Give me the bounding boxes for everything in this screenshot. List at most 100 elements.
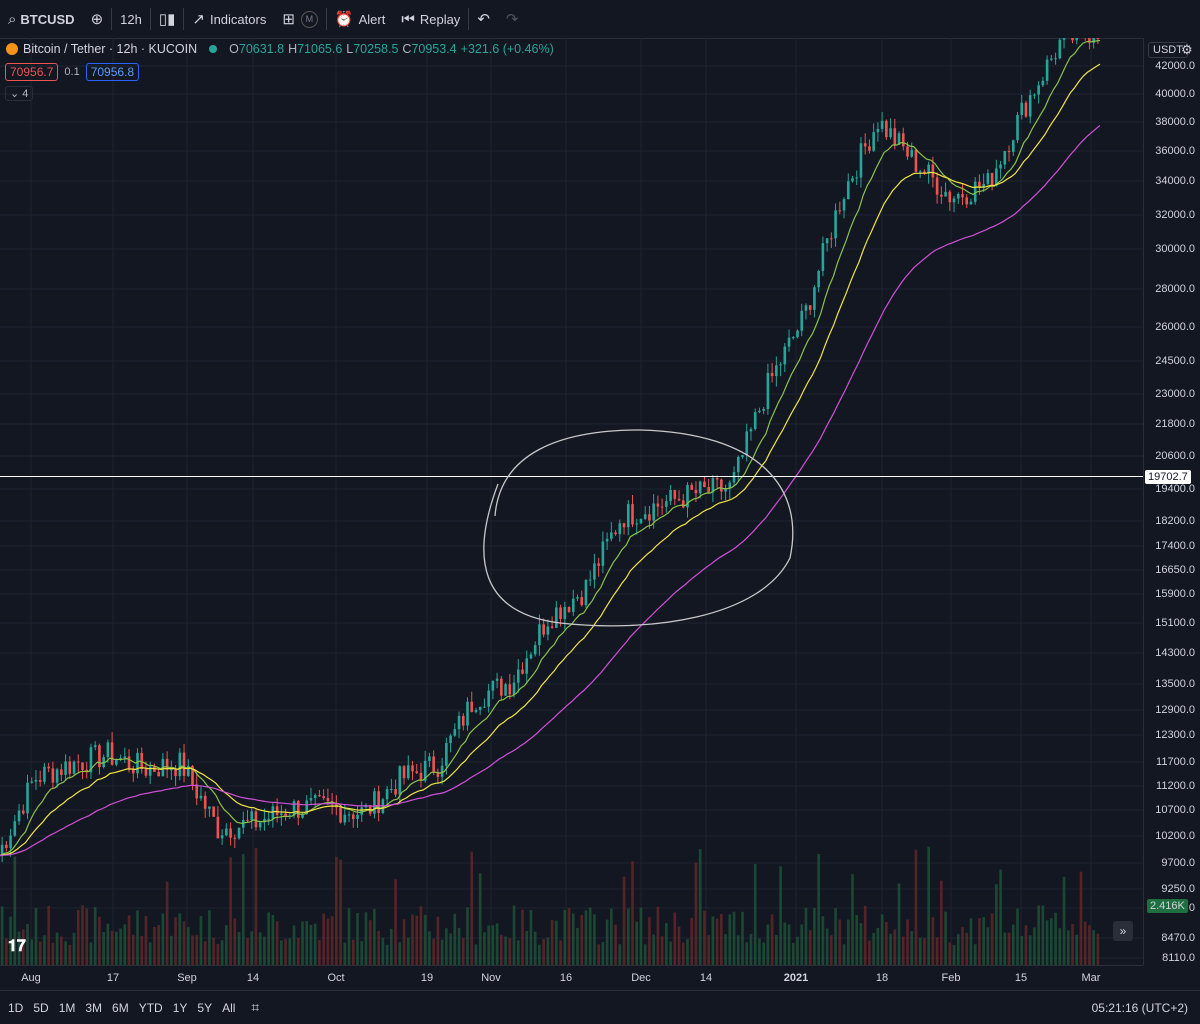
candle-body	[1058, 39, 1062, 59]
volume-bar	[1088, 925, 1091, 965]
volume-bar	[995, 884, 998, 965]
candle-body	[504, 684, 507, 696]
time-tick-label: 15	[1014, 972, 1028, 984]
volume-bar	[665, 923, 668, 965]
volume-bar	[626, 908, 630, 965]
series-title[interactable]: Bitcoin / Tether · 12h · KUCOIN	[23, 42, 198, 56]
candle-body	[305, 800, 309, 814]
price-tick-label: 26000.0	[1155, 321, 1195, 333]
candle-body	[521, 669, 524, 674]
volume-bar	[339, 859, 342, 965]
range-button-1y[interactable]: 1Y	[172, 1000, 188, 1015]
volume-bar	[901, 936, 905, 965]
compare-button[interactable]: ⊕	[83, 0, 112, 38]
interval-button[interactable]: 12h	[120, 11, 142, 27]
range-button-3m[interactable]: 3M	[85, 1000, 103, 1015]
volume-bar	[639, 907, 643, 965]
volume-bar	[212, 937, 215, 965]
range-button-ytd[interactable]: YTD	[138, 1000, 163, 1015]
candle-body	[863, 143, 867, 147]
volume-bar	[614, 924, 617, 965]
ema-slow-line	[0, 124, 1101, 857]
volume-bar	[305, 920, 309, 965]
candle-body	[880, 120, 884, 129]
range-button-all[interactable]: All	[222, 1000, 236, 1015]
range-button-1m[interactable]: 1M	[58, 1000, 76, 1015]
redo-button[interactable]: ↷	[498, 0, 527, 38]
candle-body	[550, 626, 554, 628]
goto-date-icon[interactable]: ⌗	[251, 999, 260, 1015]
volume-bar	[64, 941, 67, 965]
volume-bar	[571, 913, 575, 965]
replay-button[interactable]: ⏮ Replay	[393, 0, 468, 38]
candle-body	[445, 743, 448, 766]
alert-button[interactable]: ⏰ Alert	[327, 0, 393, 38]
volume-bars	[0, 846, 1100, 965]
undo-button[interactable]: ↶	[469, 0, 498, 38]
range-button-5y[interactable]: 5Y	[197, 1000, 213, 1015]
candle-body	[830, 238, 833, 240]
candle-body	[76, 761, 80, 763]
price-tick-label: 12300.0	[1155, 729, 1195, 741]
chart-canvas[interactable]	[0, 38, 1143, 965]
price-tick-label: 10700.0	[1155, 804, 1195, 816]
time-tick-label: 2021	[783, 972, 809, 984]
volume-bar	[779, 866, 782, 965]
price-tick-label: 20600.0	[1155, 450, 1195, 462]
ohlc-low: L70258.5	[346, 42, 398, 56]
open-value: 70631.8	[238, 42, 285, 56]
candle-body	[635, 523, 639, 525]
range-button-6m[interactable]: 6M	[112, 1000, 129, 1015]
time-axis[interactable]: Aug 17 Sep 14 Oct 19 Nov 16 Dec 14 2021 18 Feb 15 Mar	[0, 965, 1143, 990]
volume-bar	[601, 942, 605, 965]
indicators-collapse-button[interactable]: ⌄ 4	[5, 86, 34, 101]
buy-price[interactable]: 70956.8	[85, 63, 140, 81]
currency-button[interactable]: USDT	[1148, 42, 1188, 58]
volume-bar	[131, 934, 135, 965]
volume-bar	[326, 918, 330, 965]
price-tick-label: 23000.0	[1155, 388, 1195, 400]
volume-bar	[787, 924, 791, 965]
volume-bar	[93, 907, 97, 965]
indicators-button[interactable]: ↗ Indicators	[184, 0, 274, 38]
time-tick-label: Aug	[21, 972, 41, 984]
candle-body	[98, 745, 101, 768]
price-tick-label: 13500.0	[1155, 678, 1195, 690]
candle-body	[576, 597, 579, 599]
templates-button[interactable]: ⊞ M	[274, 0, 326, 38]
sell-price[interactable]: 70956.7	[5, 63, 59, 81]
indicators-icon: ↗	[192, 10, 205, 28]
candle-body	[542, 624, 545, 635]
volume-bar	[60, 936, 63, 965]
time-tick-label: Sep	[177, 972, 197, 984]
chart-type-button[interactable]: ▯▮	[151, 0, 184, 38]
candle-body	[694, 489, 698, 494]
gear-icon[interactable]: ⚙	[1181, 42, 1193, 57]
volume-bar	[897, 883, 901, 965]
volume-bar	[182, 921, 186, 965]
volume-bar	[969, 918, 973, 965]
chart-pane[interactable]	[0, 38, 1143, 965]
toolbar-divider	[325, 8, 327, 30]
volume-bar	[250, 931, 254, 965]
volume-bar	[859, 923, 863, 965]
volume-bar	[330, 916, 334, 965]
scroll-to-realtime-button[interactable]: »	[1113, 921, 1133, 941]
candle-body	[326, 797, 330, 802]
candle-body	[1007, 150, 1011, 152]
candle-body	[728, 482, 732, 489]
candle-body	[356, 814, 359, 819]
volume-bar	[478, 873, 482, 965]
range-button-5d[interactable]: 5D	[33, 1000, 49, 1015]
volume-bar	[504, 936, 507, 965]
price-axis[interactable]: 42000.0 40000.0 38000.0 36000.0 34000.0 32000…	[1143, 38, 1200, 965]
volume-bar	[868, 940, 871, 965]
volume-bar	[872, 932, 875, 965]
top-toolbar: ⌕ BTCUSD ⊕ 12h ▯▮ ↗ Indicators ⊞ M ⏰ Ale…	[0, 0, 1200, 39]
symbol-search[interactable]: ⌕ BTCUSD	[0, 0, 83, 38]
range-button-1d[interactable]: 1D	[8, 1000, 24, 1015]
candle-body	[258, 822, 262, 828]
indicators-label: Indicators	[209, 11, 267, 27]
volume-bar	[419, 906, 423, 965]
tradingview-logo-icon[interactable]: 𝟏𝟕	[8, 938, 26, 955]
